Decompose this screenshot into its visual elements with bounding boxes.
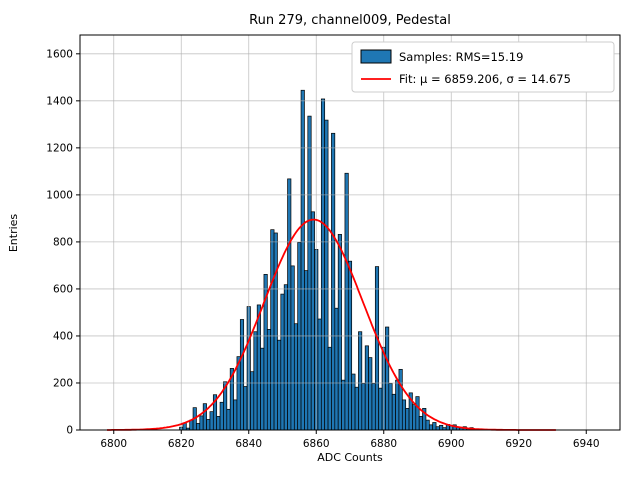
histogram-bar xyxy=(425,419,430,431)
histogram-bar xyxy=(300,89,305,431)
histogram-bar xyxy=(388,383,393,431)
x-tick-label: 6880 xyxy=(370,438,397,450)
histogram-bar xyxy=(290,265,295,431)
histogram-bar xyxy=(354,386,359,431)
histogram-bar xyxy=(378,387,383,431)
y-tick-label: 1000 xyxy=(46,189,73,201)
x-tick-label: 6860 xyxy=(303,438,330,450)
histogram-bar xyxy=(368,357,373,431)
histogram-bar xyxy=(401,399,407,431)
histogram-bar xyxy=(233,399,238,431)
histogram-bar xyxy=(216,416,221,431)
histogram-bar xyxy=(374,266,380,431)
histogram-bar xyxy=(209,411,214,431)
y-tick-label: 200 xyxy=(53,377,73,389)
histogram-bar xyxy=(344,172,349,431)
y-tick-label: 600 xyxy=(53,283,73,295)
plot-border xyxy=(79,34,621,431)
y-tick-label: 1400 xyxy=(46,95,73,107)
histogram-bar xyxy=(189,419,194,431)
histogram-bar xyxy=(358,331,363,431)
x-tick-label: 6920 xyxy=(505,438,532,450)
histogram-bar xyxy=(260,347,265,431)
histogram-bar xyxy=(310,211,315,431)
legend-samples-swatch xyxy=(360,49,392,64)
x-tick-label: 6940 xyxy=(573,438,600,450)
histogram-bar xyxy=(283,284,288,431)
legend-samples-label: Samples: RMS=15.19 xyxy=(399,50,523,64)
histogram-bar xyxy=(202,403,207,431)
legend-fit-label: Fit: μ = 6859.206, σ = 14.675 xyxy=(399,72,571,86)
histogram-bar xyxy=(206,419,211,431)
histogram-bar xyxy=(199,415,204,431)
legend-box xyxy=(351,41,615,93)
histogram-bar xyxy=(226,408,231,431)
histogram-bar xyxy=(405,408,410,431)
histogram-bar xyxy=(398,368,403,431)
fit-curve xyxy=(107,218,556,431)
histogram-bar xyxy=(219,401,224,431)
histogram-bar xyxy=(361,383,366,431)
histogram-bar xyxy=(395,379,400,431)
histogram-bar xyxy=(334,307,339,431)
histogram-bar xyxy=(277,339,282,431)
histogram-bar xyxy=(304,270,309,431)
histogram-bar xyxy=(253,331,258,431)
histogram-bar xyxy=(256,304,261,431)
histogram-bar xyxy=(347,260,353,431)
histogram-bar xyxy=(432,422,437,431)
histogram-bar xyxy=(337,234,342,431)
histogram-bar xyxy=(351,373,356,431)
histogram-bar xyxy=(293,323,299,431)
histogram-bar xyxy=(341,379,346,431)
legend: Samples: RMS=15.19 Fit: μ = 6859.206, σ … xyxy=(351,41,615,93)
chart-title: Run 279, channel009, Pedestal xyxy=(249,13,451,28)
histogram-bar xyxy=(250,371,255,431)
histogram-bar xyxy=(385,326,390,431)
y-tick-label: 400 xyxy=(53,330,73,342)
histogram-bar xyxy=(287,178,292,431)
histogram-bar xyxy=(364,345,369,431)
histogram-bar xyxy=(243,386,248,431)
histogram-bar xyxy=(270,229,275,431)
histogram-bar xyxy=(331,132,336,431)
histogram-bar xyxy=(418,416,423,431)
x-tick-label: 6900 xyxy=(438,438,465,450)
histogram-bar xyxy=(196,423,201,431)
y-tick-label: 800 xyxy=(53,236,73,248)
grid xyxy=(80,35,620,431)
y-tick-label: 1600 xyxy=(46,48,73,60)
histogram-bar xyxy=(273,232,278,431)
histogram-bar xyxy=(266,329,272,431)
histogram-bar xyxy=(371,383,376,431)
histogram-bar xyxy=(327,346,332,431)
histogram-bar xyxy=(280,293,285,431)
histogram-bar xyxy=(439,424,444,431)
histogram-bar xyxy=(320,98,326,431)
x-tick-label: 6800 xyxy=(100,438,127,450)
histogram-bar xyxy=(415,396,420,431)
histogram-bar xyxy=(412,404,417,431)
y-tick-label: 1200 xyxy=(46,142,73,154)
histogram-bar xyxy=(236,356,241,431)
y-axis-label: Entries xyxy=(7,214,20,253)
y-tick-label: 0 xyxy=(66,425,73,437)
histogram-bar xyxy=(391,393,396,431)
x-tick-label: 6840 xyxy=(235,438,262,450)
x-axis-label: ADC Counts xyxy=(317,451,383,464)
histogram-bar xyxy=(428,424,434,431)
histogram-bar xyxy=(324,119,329,431)
axis-ticks: 6800 6820 6840 6860 6880 6900 6920 6940 0 200 400 6… xyxy=(46,48,599,450)
x-tick-label: 6820 xyxy=(168,438,195,450)
